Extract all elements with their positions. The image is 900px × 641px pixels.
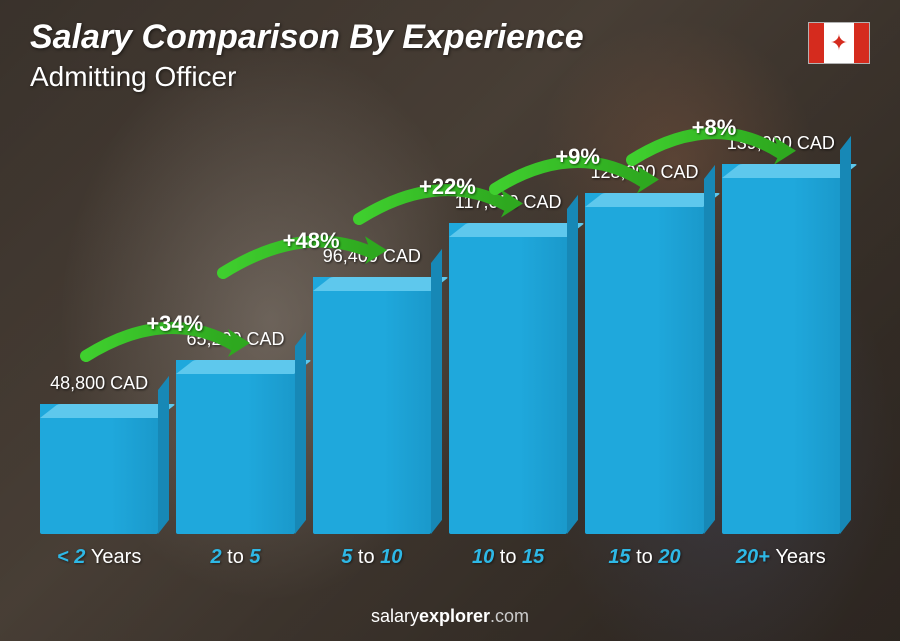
- bar-value-label: 139,000 CAD: [727, 133, 835, 154]
- brand-bold: explorer: [419, 606, 490, 626]
- page-subtitle: Admitting Officer: [30, 61, 870, 93]
- bar: [722, 164, 840, 534]
- country-flag-canada: ✦: [808, 22, 870, 64]
- brand-domain: .com: [490, 606, 529, 626]
- category-label: < 2 Years: [57, 546, 141, 569]
- bar: [40, 404, 158, 534]
- growth-label: +9%: [515, 146, 560, 172]
- bar: [585, 193, 703, 534]
- chart-column: +9%128,000 CAD15 to 20: [585, 162, 703, 569]
- category-label: 15 to 20: [608, 546, 680, 569]
- page-title: Salary Comparison By Experience: [30, 18, 870, 57]
- maple-leaf-icon: ✦: [830, 32, 848, 54]
- chart-column: +34%65,200 CAD2 to 5: [176, 329, 294, 569]
- bar: [449, 223, 567, 534]
- bar: [313, 277, 431, 534]
- bar: [176, 360, 294, 534]
- chart-column: 48,800 CAD < 2 Years: [40, 373, 158, 569]
- category-label: 5 to 10: [341, 546, 402, 569]
- salary-bar-chart: 48,800 CAD < 2 Years +34% 65,200 CAD 2 to 5…: [40, 109, 840, 569]
- chart-column: +22%117,000 CAD10 to 15: [449, 192, 567, 569]
- category-label: 10 to 15: [472, 546, 544, 569]
- growth-label: +48%: [243, 230, 300, 256]
- growth-label: +8%: [652, 117, 697, 143]
- bar-value-label: 117,000 CAD: [455, 192, 562, 213]
- chart-column: +8%139,000 CAD20+ Years: [722, 133, 840, 569]
- bar-value-label: 48,800 CAD: [50, 373, 148, 394]
- footer-branding: salaryexplorer.com: [0, 606, 900, 627]
- growth-label: +22%: [379, 176, 436, 202]
- chart-column: +48%96,400 CAD5 to 10: [313, 246, 431, 569]
- category-label: 2 to 5: [210, 546, 260, 569]
- brand-prefix: salary: [371, 606, 419, 626]
- bar-value-label: 96,400 CAD: [323, 246, 421, 267]
- header: Salary Comparison By Experience Admittin…: [30, 18, 870, 93]
- bar-value-label: 65,200 CAD: [186, 329, 284, 350]
- growth-label: +34%: [106, 313, 163, 339]
- bar-value-label: 128,000 CAD: [590, 162, 698, 183]
- category-label: 20+ Years: [736, 546, 826, 569]
